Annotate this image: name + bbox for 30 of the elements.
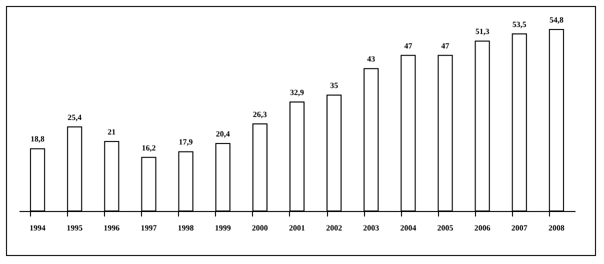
x-tick-label: 2005 xyxy=(437,224,454,232)
data-label: 32,9 xyxy=(290,88,304,98)
data-label: 20,4 xyxy=(216,129,230,138)
data-label: 43 xyxy=(367,54,376,64)
data-label: 35 xyxy=(330,81,338,90)
x-tick-label: 1998 xyxy=(178,224,194,232)
x-tick-label: 2004 xyxy=(400,224,416,232)
x-tick-label: 2002 xyxy=(326,224,342,232)
x-tick-label: 2000 xyxy=(252,224,268,232)
x-tick-label: 2008 xyxy=(548,224,564,232)
x-tick-label: 2007 xyxy=(511,224,528,232)
data-label: 51,3 xyxy=(475,27,490,36)
data-label: 21 xyxy=(108,127,116,136)
data-label: 25,4 xyxy=(68,112,82,122)
data-label: 18,8 xyxy=(30,134,45,144)
x-tick-label: 2001 xyxy=(289,224,305,232)
x-tick-label: 1995 xyxy=(66,224,83,232)
data-label: 54,8 xyxy=(549,16,564,25)
x-tick-label: 1997 xyxy=(140,224,157,232)
data-label: 53,5 xyxy=(512,20,526,29)
x-tick-label: 2006 xyxy=(474,224,490,232)
x-tick-label: 2003 xyxy=(363,224,380,232)
data-label: 17,9 xyxy=(178,138,193,147)
x-tick-label: 1999 xyxy=(214,224,231,232)
data-label: 47 xyxy=(441,41,450,50)
x-tick-label: 1996 xyxy=(104,224,120,232)
data-label: 26,3 xyxy=(252,110,267,119)
data-label: 16,2 xyxy=(142,143,156,152)
x-tick-label: 1994 xyxy=(30,224,46,232)
data-label: 47 xyxy=(404,41,412,50)
